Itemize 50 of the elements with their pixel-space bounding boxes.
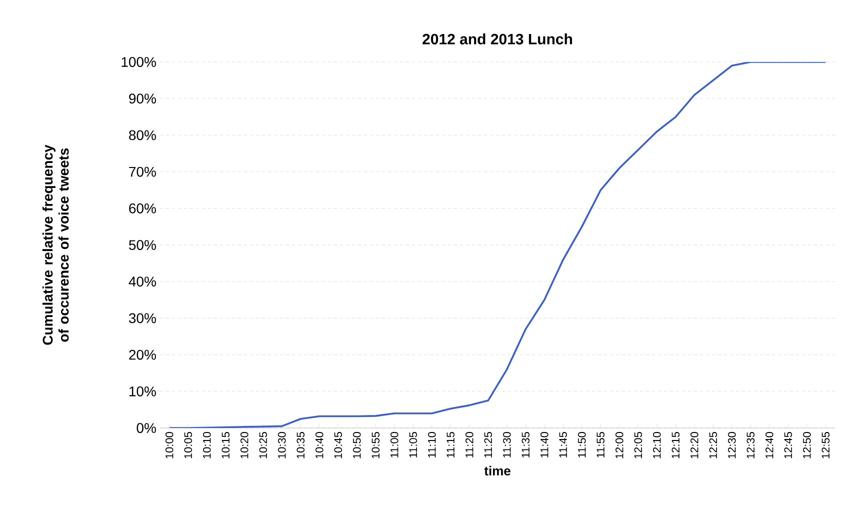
x-tick-label: 11:55 [596,432,604,458]
x-tick-label: 10:55 [372,432,380,458]
x-tick-label: 12:00 [616,432,624,458]
x-tick-label: 12:05 [634,432,642,458]
x-tick-label: 10:40 [315,432,324,458]
x-tick-label: 10:00 [165,432,174,458]
y-tick-label: 90% [129,94,156,104]
x-tick-label: 10:20 [240,432,248,458]
y-tick-label: 70% [129,166,156,177]
x-tick-label: 11:40 [540,432,548,458]
x-tick-label: 12:45 [784,432,792,458]
y-tick-label: 50% [129,240,156,250]
x-tick-label: 11:20 [466,432,474,458]
x-tick-label: 12:10 [653,432,661,458]
y-tick-label: 80% [129,130,156,140]
x-tick-label: 10:05 [184,432,192,458]
x-tick-label: 11:35 [522,432,530,458]
y-tick-label: 10% [130,386,156,396]
x-tick-label: 10:35 [296,432,305,458]
x-tick-label: 11:15 [446,432,454,458]
y-tick-label: 20% [129,350,156,360]
chart-title: 2012 and 2013 Lunch [422,33,572,44]
x-tick-label: 10:15 [222,432,230,458]
y-tick-label: 40% [128,276,156,287]
x-tick-label: 12:15 [672,432,680,458]
x-tick-label: 12:20 [690,432,698,458]
x-tick-label: 10:10 [202,432,211,458]
x-axis-title: time [484,466,510,476]
x-tick-label: 12:50 [803,432,811,458]
y-tick-label: 0% [136,423,156,433]
x-tick-label: 11:10 [428,432,436,458]
x-tick-label: 11:05 [409,432,418,458]
x-tick-label: 12:30 [728,432,736,458]
y-tick-label: 100% [122,57,156,67]
x-tick-label: 10:30 [278,432,286,458]
x-tick-label: 11:25 [484,432,492,458]
x-tick-label: 11:50 [578,432,586,458]
x-tick-label: 12:40 [766,432,774,458]
x-tick-label: 11:30 [503,432,511,458]
x-tick-label: 11:45 [559,432,567,458]
y-tick-label: 30% [128,313,156,324]
x-tick-label: 12:35 [746,432,755,458]
y-axis-title: Cumulative relative frequency of occurence of voice tweets [42,144,69,345]
x-tick-label: 12:25 [709,432,718,458]
x-tick-label: 11:00 [390,432,398,458]
y-tick-label: 60% [129,203,156,214]
x-tick-label: 12:55 [822,432,830,458]
x-tick-label: 10:50 [352,432,361,458]
x-tick-label: 10:25 [259,432,268,458]
x-tick-label: 10:45 [334,432,342,458]
